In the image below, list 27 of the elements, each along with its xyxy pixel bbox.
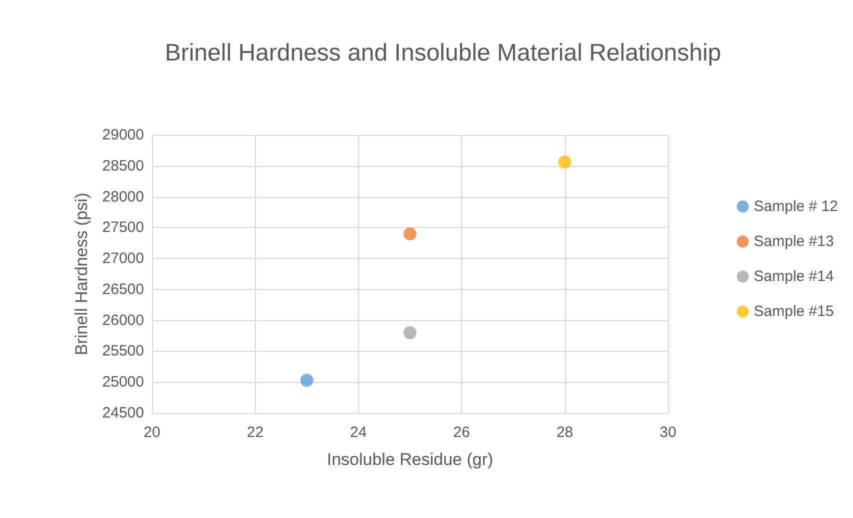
y-tick-label: 25000 [102, 374, 144, 391]
x-tick-label: 28 [556, 424, 574, 441]
y-tick-label: 26000 [102, 312, 144, 329]
x-tick-label: 24 [350, 424, 367, 441]
point [404, 227, 416, 240]
x-tick-label: 22 [246, 424, 264, 441]
legend-label: Sample # 12 [754, 198, 838, 215]
point [300, 374, 314, 387]
point [558, 156, 572, 169]
y-tick-label: 27000 [102, 250, 144, 268]
y-tick-label: 27500 [102, 219, 144, 236]
x-tick-label: 30 [660, 424, 676, 441]
chart-title: Brinell Hardness and Insoluble Material Relationship [164, 40, 722, 66]
y-tick-label: 29000 [102, 126, 144, 144]
point [404, 326, 416, 340]
y-tick-label: 25500 [102, 342, 144, 360]
y-axis-title: Brinell Hardness (psi) [72, 192, 91, 356]
y-tick-label: 28000 [102, 188, 144, 206]
x-tick-label: 20 [144, 424, 160, 441]
legend-label: Sample #13 [754, 233, 834, 250]
y-tick-label: 26500 [102, 280, 144, 298]
x-axis-title: Insoluble Residue (gr) [326, 450, 494, 469]
y-tick-label: 24500 [102, 404, 144, 422]
legend-label: Sample #15 [754, 303, 834, 320]
y-tick-label: 28500 [102, 157, 144, 174]
legend-label: Sample #14 [754, 268, 834, 285]
x-tick-label: 26 [453, 424, 470, 441]
